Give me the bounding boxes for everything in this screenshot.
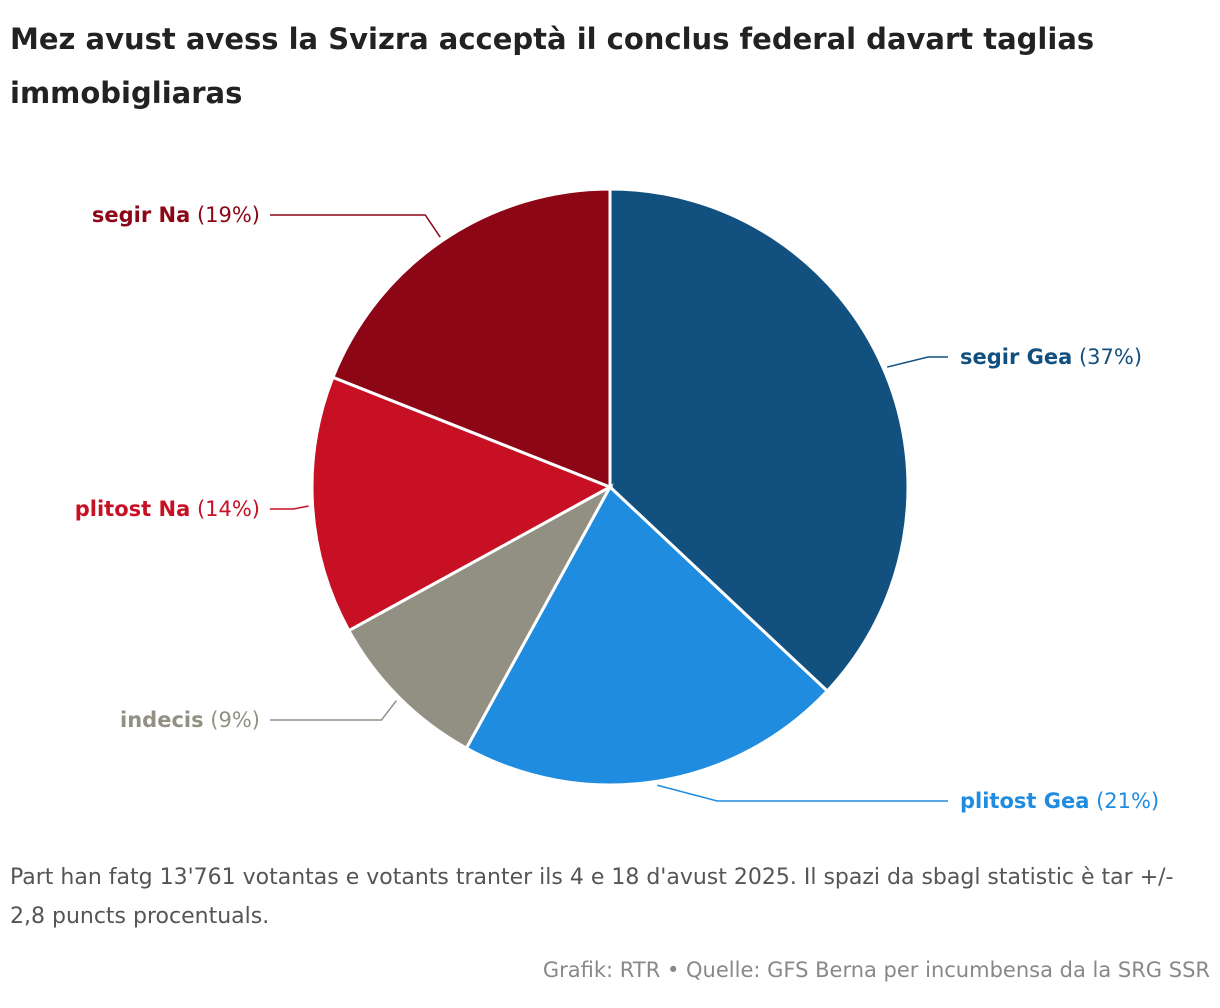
pie-slice bbox=[346, 483, 614, 751]
leader-line bbox=[270, 505, 309, 510]
leader-line bbox=[886, 356, 948, 368]
leader-line bbox=[657, 784, 948, 802]
leader-line bbox=[270, 214, 441, 238]
chart-note: Part han fatg 13'761 votantas e votants … bbox=[10, 865, 1174, 929]
chart-source: Grafik: RTR • Quelle: GFS Berna per incu… bbox=[542, 958, 1210, 982]
chart: segir Gea (37%) plitost Gea (21%) indecis … bbox=[75, 187, 1159, 813]
pie-slice bbox=[464, 484, 830, 787]
slice-label-value: (19%) bbox=[197, 203, 260, 227]
slice-label-name: plitost Gea bbox=[960, 789, 1089, 813]
slice-label-value: (14%) bbox=[197, 497, 260, 521]
slice-label: segir Gea (37%) bbox=[960, 345, 1142, 369]
chart-title: Mez avust avess la Svizra acceptà il con… bbox=[10, 22, 1095, 110]
slice-label-name: indecis bbox=[120, 708, 204, 732]
pie-slice bbox=[310, 375, 614, 633]
slice-label-value: (21%) bbox=[1096, 789, 1159, 813]
slice-label: segir Na (19%) bbox=[92, 203, 260, 227]
leader-line bbox=[270, 700, 398, 721]
pie-slice bbox=[330, 187, 612, 490]
slice-label: indecis (9%) bbox=[120, 708, 260, 732]
slice-label-value: (9%) bbox=[210, 708, 260, 732]
slice-label-name: segir Gea bbox=[960, 345, 1072, 369]
slice-label: plitost Gea (21%) bbox=[960, 789, 1159, 813]
pie-slice bbox=[608, 187, 910, 694]
slice-label-name: segir Na bbox=[92, 203, 190, 227]
slice-label: plitost Na (14%) bbox=[75, 497, 260, 521]
slice-label-name: plitost Na bbox=[75, 497, 191, 521]
slice-label-value: (37%) bbox=[1079, 345, 1142, 369]
